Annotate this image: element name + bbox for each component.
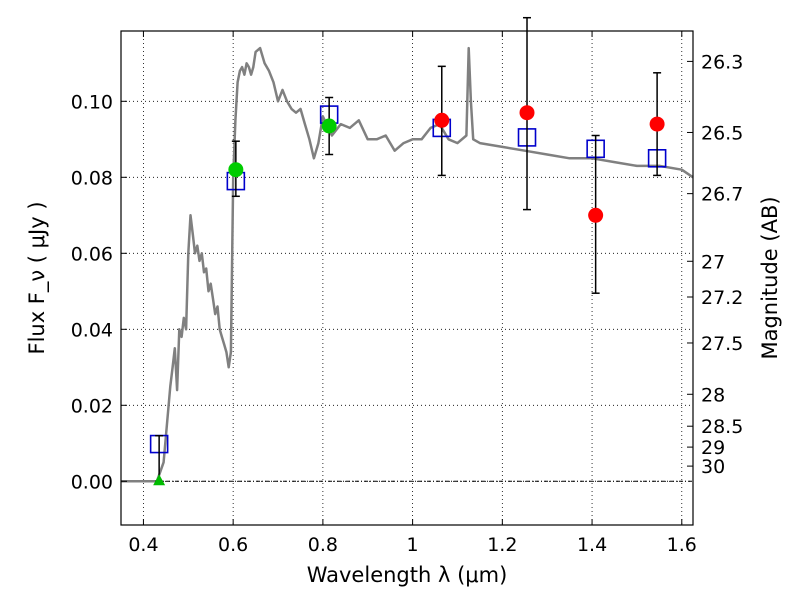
right-tick-label: 27.2 — [701, 287, 743, 309]
y-tick-label: 0.04 — [71, 319, 113, 341]
plot-frame — [120, 30, 694, 526]
right-tick-label: 28 — [701, 384, 725, 406]
y-tick-label: 0.02 — [71, 395, 113, 417]
series-layer — [121, 16, 694, 486]
observed-point — [649, 116, 665, 132]
right-axis-label: Magnitude (AB) — [758, 196, 782, 359]
right-tick-label: 30 — [701, 456, 725, 478]
ticks: 0.4 0.6 0.8 1 1.2 1.4 1.6 0.00 0.02 0.04 0.06 0.08 0… — [71, 31, 743, 556]
observed-point — [519, 105, 535, 121]
x-tick-label: 1.4 — [577, 534, 607, 556]
x-tick-label: 0.8 — [308, 534, 338, 556]
sed-model-line — [121, 46, 694, 483]
observed-point — [228, 162, 244, 178]
y-tick-label: 0.00 — [71, 471, 113, 493]
right-tick-label: 27.5 — [701, 333, 743, 355]
x-tick-label: 1.6 — [667, 534, 697, 556]
observed-point — [434, 112, 450, 128]
right-tick-label: 29 — [701, 437, 725, 459]
upper-limit-point — [153, 474, 166, 486]
x-tick-label: 1 — [407, 534, 419, 556]
plot-background — [121, 31, 693, 525]
grid — [121, 31, 693, 525]
y-tick-label: 0.10 — [71, 91, 113, 113]
x-tick-label: 1.2 — [487, 534, 517, 556]
y-tick-label: 0.06 — [71, 243, 113, 265]
right-tick-label: 28.5 — [701, 416, 743, 438]
x-axis-label: Wavelength λ (μm) — [307, 563, 508, 587]
right-tick-label: 27 — [701, 251, 725, 273]
y-tick-label: 0.08 — [71, 167, 113, 189]
y-axis-label: Flux F_ν ( μJy ) — [25, 201, 50, 354]
x-tick-label: 0.6 — [218, 534, 248, 556]
right-tick-label: 26.5 — [701, 122, 743, 144]
observed-point — [321, 118, 337, 134]
x-tick-label: 0.4 — [128, 534, 158, 556]
right-tick-label: 26.3 — [701, 51, 743, 73]
right-tick-label: 26.7 — [701, 184, 743, 206]
observed-point — [588, 207, 604, 223]
